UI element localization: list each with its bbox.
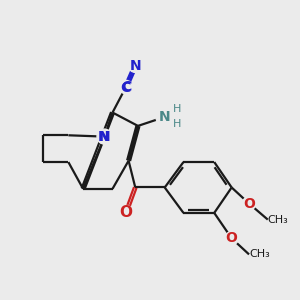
Text: H: H (173, 104, 182, 114)
Text: O: O (243, 196, 255, 211)
Circle shape (129, 59, 142, 72)
Text: H: H (173, 119, 182, 129)
Text: N: N (99, 130, 110, 144)
Text: C: C (121, 80, 131, 94)
Text: O: O (226, 231, 238, 245)
Text: N: N (159, 110, 170, 124)
Text: CH₃: CH₃ (268, 214, 289, 225)
Text: CH₃: CH₃ (249, 249, 270, 260)
Circle shape (118, 206, 134, 220)
Circle shape (242, 197, 256, 210)
Text: N: N (98, 130, 110, 144)
Text: C: C (120, 81, 130, 94)
Circle shape (156, 106, 176, 127)
Circle shape (97, 129, 112, 144)
Circle shape (119, 80, 133, 94)
Text: O: O (119, 206, 132, 220)
Circle shape (225, 232, 238, 245)
Text: N: N (130, 59, 141, 73)
